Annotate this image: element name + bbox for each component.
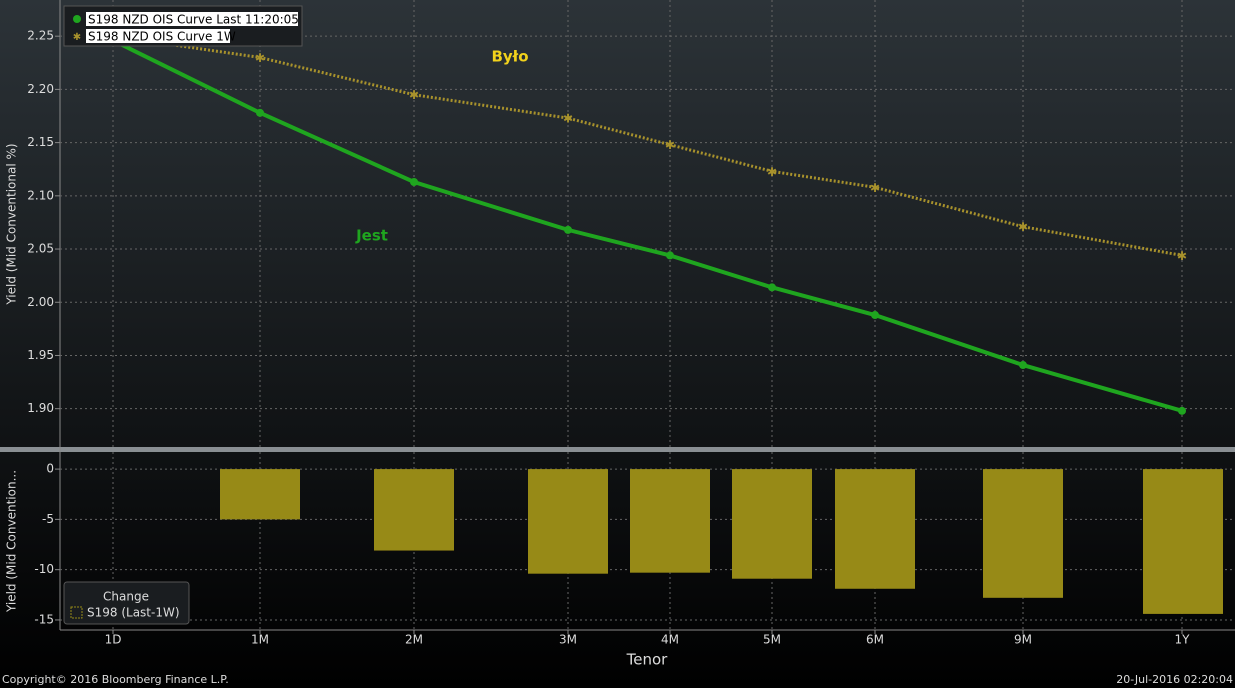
x-tick-label: 4M	[661, 633, 679, 647]
annotation: Było	[491, 48, 528, 66]
legend-box	[63, 581, 190, 625]
y-tick-label: -5	[42, 512, 54, 526]
legend-title: Change	[103, 590, 149, 604]
y-tick-label: 2.05	[27, 242, 54, 256]
x-tick-label: 1M	[251, 633, 269, 647]
x-tick-label: 3M	[559, 633, 577, 647]
point: ✱	[870, 181, 880, 195]
bar	[835, 469, 915, 589]
bar	[1143, 469, 1223, 614]
point: ✱	[1177, 249, 1187, 263]
bar	[983, 469, 1063, 598]
y-axis-title: Yield (Mid Conventional %)	[5, 143, 19, 305]
point	[1019, 361, 1027, 370]
legend-marker: ✱	[73, 32, 81, 43]
y-tick-label: 2.20	[27, 82, 54, 96]
legend-label-bg	[86, 29, 230, 43]
bar	[732, 469, 812, 579]
point	[256, 108, 264, 117]
y-tick-label: 2.25	[27, 29, 54, 43]
y-axis-title: Yield (Mid Convention...	[5, 470, 19, 613]
bar	[374, 469, 454, 551]
y-tick-label: 2.00	[27, 295, 54, 309]
point: ✱	[409, 88, 419, 102]
series-line	[112, 34, 1183, 257]
x-tick-label: 1D	[105, 633, 122, 647]
y-tick-label: 2.15	[27, 135, 54, 149]
x-axis-title: Tenor	[626, 651, 669, 669]
timestamp: 20-Jul-2016 02:20:04	[1116, 673, 1233, 686]
point: ✱	[767, 165, 777, 179]
legend-label: S198 (Last-1W)	[87, 606, 180, 620]
y-tick-label: 1.95	[27, 348, 54, 362]
x-tick-label: 2M	[405, 633, 423, 647]
y-tick-label: -15	[34, 612, 54, 626]
legend-label: S198 NZD OIS Curve 1W	[88, 30, 236, 44]
panel-separator	[0, 447, 1235, 452]
point: ✱	[1018, 220, 1028, 234]
point: ✱	[255, 51, 265, 65]
bar	[630, 469, 710, 573]
x-tick-label: 5M	[763, 633, 781, 647]
point	[564, 225, 572, 234]
annotation: Jest	[355, 227, 388, 245]
legend-marker	[70, 606, 83, 619]
legend: S198 NZD OIS Curve Last 11:20:05 ✱ S198 NZ…	[63, 5, 303, 47]
point	[666, 251, 674, 260]
point	[1178, 406, 1186, 415]
point	[410, 177, 418, 186]
copyright: Copyright© 2016 Bloomberg Finance L.P.	[2, 673, 229, 686]
legend-label-bg	[86, 12, 298, 26]
y-tick-label: 1.90	[27, 401, 54, 415]
bar	[528, 469, 608, 574]
point: ✱	[665, 138, 675, 152]
y-tick-label: 0	[46, 462, 54, 476]
legend-label: S198 NZD OIS Curve Last 11:20:05	[88, 13, 299, 27]
x-tick-label: 9M	[1014, 633, 1032, 647]
point: ✱	[563, 112, 573, 126]
x-tick-label: 6M	[866, 633, 884, 647]
legend: Change S198 (Last-1W)	[63, 581, 190, 625]
y-tick-label: 2.10	[27, 188, 54, 202]
point	[768, 283, 776, 292]
legend-marker	[73, 15, 81, 23]
bar	[220, 469, 300, 520]
point	[871, 311, 879, 320]
y-tick-label: -10	[34, 562, 54, 576]
x-tick-label: 1Y	[1175, 633, 1191, 647]
